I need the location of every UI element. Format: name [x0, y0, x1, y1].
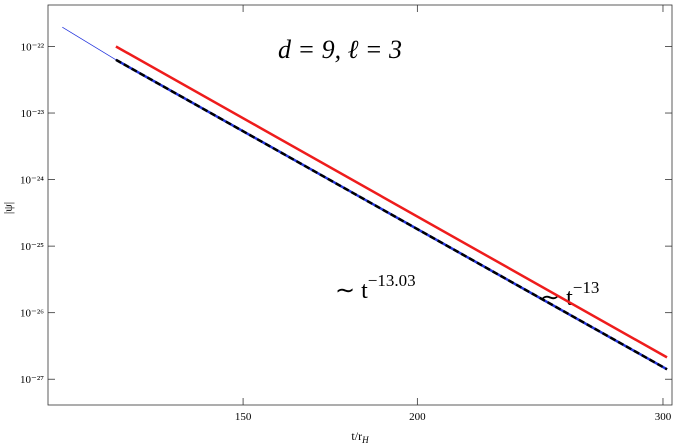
- x-tick-label: 300: [655, 411, 672, 423]
- annotation: ∼ t−13: [540, 278, 599, 311]
- x-tick-label: 200: [409, 411, 426, 423]
- series-line: [115, 45, 668, 359]
- annotation: ∼ t−13.03: [335, 271, 416, 304]
- annotation-base: ∼ t: [335, 278, 368, 304]
- x-label-base: t/r: [351, 429, 362, 443]
- series-line: [115, 58, 668, 371]
- y-tick-label: 10⁻²⁷: [20, 374, 44, 386]
- x-tick-label: 150: [235, 411, 252, 423]
- x-axis-label: t/rH: [351, 429, 369, 445]
- y-tick-label: 10⁻²⁵: [20, 241, 44, 253]
- y-axis-label: |ψ|: [1, 202, 15, 214]
- y-tick-label: 10⁻²⁶: [20, 308, 44, 320]
- annotation-exponent: −13: [573, 278, 600, 297]
- y-tick-label: 10⁻²³: [21, 108, 45, 120]
- plot-frame: [47, 4, 673, 406]
- y-tick-label: 10⁻²²: [21, 41, 45, 53]
- x-label-subscript: H: [361, 435, 369, 445]
- annotation-exponent: −13.03: [368, 271, 416, 290]
- y-tick-label: 10⁻²⁴: [20, 175, 44, 187]
- chart-title: d = 9, ℓ = 3: [278, 35, 402, 64]
